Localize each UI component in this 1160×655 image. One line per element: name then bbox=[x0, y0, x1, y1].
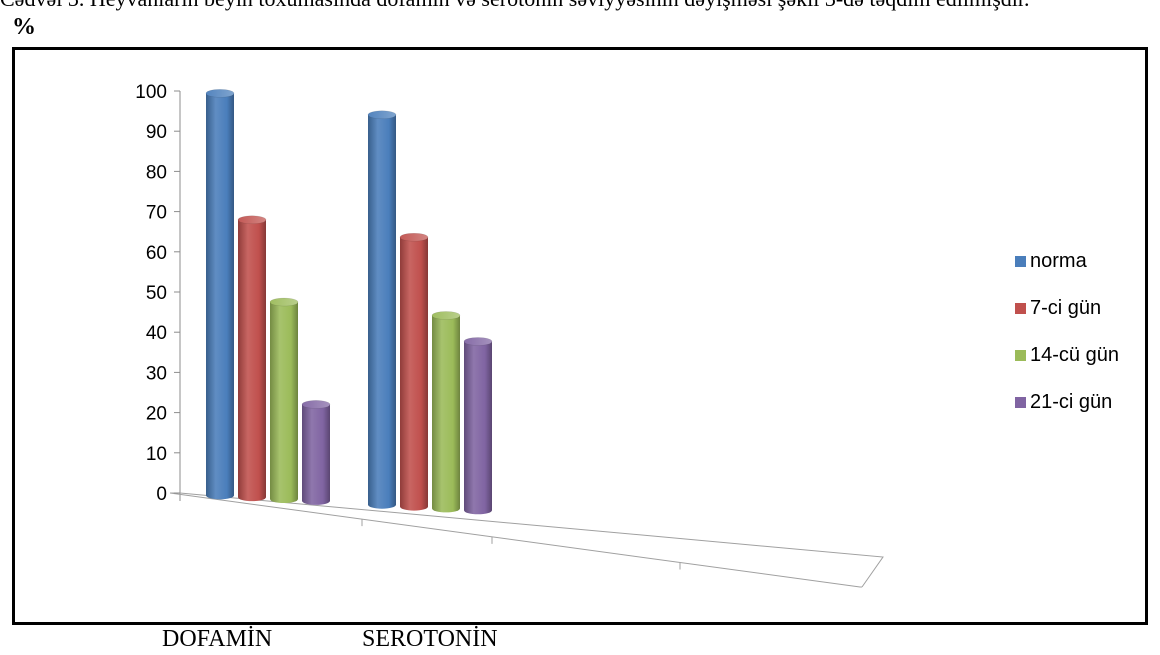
legend-swatch bbox=[1015, 397, 1026, 408]
bar-body bbox=[432, 315, 460, 513]
y-tick-label: 0 bbox=[156, 484, 167, 505]
y-axis-unit-label: % bbox=[12, 14, 36, 40]
legend-swatch bbox=[1015, 256, 1026, 267]
category-label-1: SEROTONİN bbox=[362, 626, 498, 652]
bar-top bbox=[237, 215, 267, 225]
bar-top bbox=[463, 337, 493, 346]
bar-body bbox=[400, 237, 428, 511]
y-tick-label: 70 bbox=[146, 203, 167, 224]
legend-label: 21-ci gün bbox=[1030, 391, 1112, 413]
bar-serotoni̇n-1 bbox=[399, 232, 429, 511]
bar-top bbox=[301, 400, 331, 409]
y-tick-label: 40 bbox=[146, 323, 167, 344]
y-tick-label: 100 bbox=[135, 82, 167, 103]
legend-label: norma bbox=[1030, 250, 1088, 272]
y-tick-label: 60 bbox=[146, 243, 167, 264]
bar-top bbox=[367, 110, 397, 120]
category-label-0: DOFAMİN bbox=[162, 626, 273, 652]
bar-body bbox=[270, 302, 298, 504]
legend-swatch bbox=[1015, 303, 1026, 314]
bar-body bbox=[206, 93, 234, 500]
legend-swatch bbox=[1015, 350, 1026, 361]
bar-dofami̇n-2 bbox=[269, 297, 299, 504]
bar-serotoni̇n-0 bbox=[367, 110, 397, 509]
bar-dofami̇n-1 bbox=[237, 215, 267, 502]
bar-body bbox=[302, 404, 330, 505]
y-tick-label: 10 bbox=[146, 444, 167, 465]
y-tick-label: 80 bbox=[146, 162, 167, 183]
bar-top bbox=[399, 232, 429, 242]
bar-top bbox=[431, 311, 461, 320]
bar-top bbox=[205, 89, 235, 98]
bar-dofami̇n-3 bbox=[301, 400, 331, 505]
y-tick-label: 90 bbox=[146, 122, 167, 143]
bar-body bbox=[368, 114, 396, 509]
chart-legend: norma 7-ci gün 14-cü gün 21-ci gün bbox=[1015, 250, 1119, 413]
chart-frame bbox=[12, 47, 1148, 625]
legend-label: 7-ci gün bbox=[1030, 297, 1101, 319]
floor-back-edge bbox=[179, 492, 884, 588]
chart-axes bbox=[169, 91, 884, 588]
chart-bars bbox=[205, 89, 493, 515]
bar-body bbox=[464, 341, 493, 515]
bar-dofami̇n-0 bbox=[205, 89, 235, 500]
bar-serotoni̇n-3 bbox=[463, 337, 493, 515]
floor-front-edge bbox=[169, 492, 862, 588]
y-tick-label: 30 bbox=[146, 363, 167, 384]
page-top-text: Cədvəl 3. Heyvanların beyin toxumasında … bbox=[0, 0, 1160, 12]
bar-body bbox=[238, 219, 266, 502]
y-axis-ticks: 0 10 20 30 40 50 60 70 80 90 100 bbox=[135, 82, 180, 505]
y-tick-label: 20 bbox=[146, 404, 167, 425]
bar-top bbox=[269, 297, 299, 307]
y-tick-label: 50 bbox=[146, 283, 167, 304]
legend-label: 14-cü gün bbox=[1030, 344, 1119, 366]
bar-serotoni̇n-2 bbox=[431, 311, 461, 513]
